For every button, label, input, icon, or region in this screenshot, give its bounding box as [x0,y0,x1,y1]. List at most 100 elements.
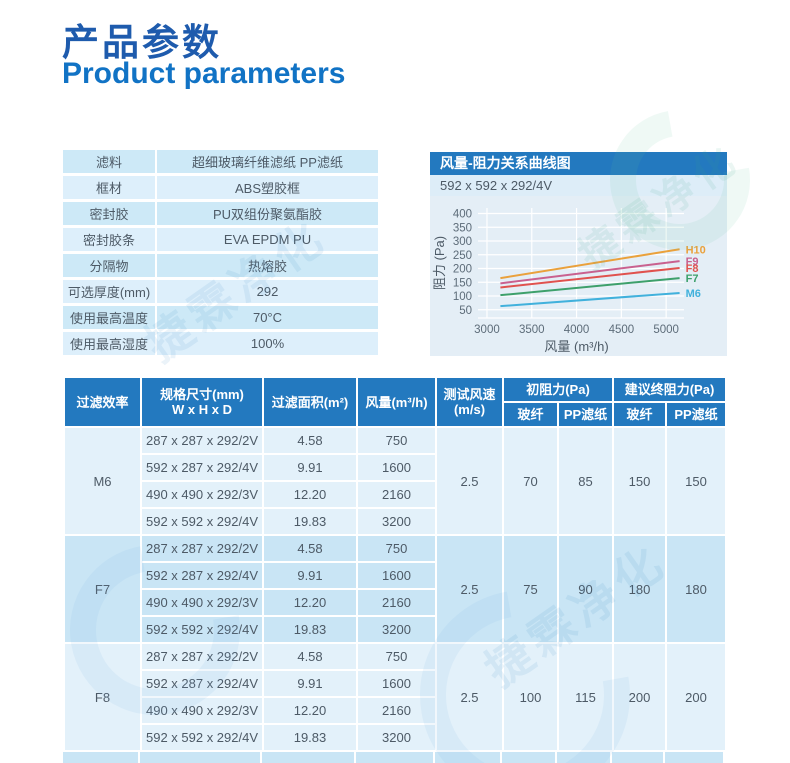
col-header-area: 过滤面积(m²) [264,378,356,426]
spec-value: 热熔胶 [157,254,378,277]
col-header-airflow: 风量(m³/h) [358,378,435,426]
spec-row: 使用最高湿度 100% [63,332,378,355]
series-line-F8 [500,266,680,289]
y-tick-label: 200 [453,264,472,276]
cell-area: 19.83 [264,617,356,642]
x-tick-label: 5000 [653,324,679,336]
cell-area: 12.20 [264,482,356,507]
series-line-F7 [500,277,680,297]
page-title-en: Product parameters [62,57,346,90]
cell-area: 4.58 [264,428,356,453]
partial-row-segment [612,752,663,763]
cell-final-glass: 150 [614,428,665,534]
partial-row-segment [502,752,555,763]
table-row: 490 x 490 x 292/3V 12.20 2160 [65,590,725,615]
y-tick-label: 100 [453,291,472,303]
series-line-F9 [500,260,680,285]
cell-final-pp: 200 [667,644,725,750]
cell-final-pp: 180 [667,536,725,642]
cell-size: 592 x 592 x 292/4V [142,509,262,534]
cell-size: 490 x 490 x 292/3V [142,698,262,723]
table-row: 490 x 490 x 292/3V 12.20 2160 [65,698,725,723]
col-header-test-speed: 测试风速 (m/s) [437,378,502,426]
cell-test-speed: 2.5 [437,428,502,534]
y-tick-label: 150 [453,277,472,289]
spec-value: ABS塑胶框 [157,176,378,199]
spec-value: 100% [157,332,378,355]
partial-row-segment [63,752,138,763]
cell-initial-glass: 70 [504,428,557,534]
spec-value: 超细玻璃纤维滤纸 PP滤纸 [157,150,378,173]
cell-airflow: 3200 [358,509,435,534]
table-row: 592 x 287 x 292/4V 9.91 1600 [65,455,725,480]
cell-size: 490 x 490 x 292/3V [142,590,262,615]
cell-airflow: 750 [358,536,435,561]
y-tick-label: 400 [453,209,472,221]
subcol-header-pp: PP滤纸 [667,403,725,426]
cell-area: 4.58 [264,644,356,669]
series-line-H10 [500,248,680,280]
spec-row: 使用最高温度 70°C [63,306,378,329]
table-row: F8 287 x 287 x 292/2V 4.58 750 2.5 100 115 200 2… [65,644,725,750]
cell-airflow: 2160 [358,482,435,507]
cell-area: 9.91 [264,671,356,696]
spec-row: 框材 ABS塑胶框 [63,176,378,199]
spec-value: EVA EPDM PU [157,228,378,251]
page-title-zh: 产品参数 [62,22,222,63]
table-row: 592 x 592 x 292/4V 19.83 3200 [65,617,725,642]
cell-area: 4.58 [264,536,356,561]
series-label-F9: F9 [686,256,699,268]
y-tick-label: 300 [453,236,472,248]
partial-row-segment [665,752,723,763]
table-row: 490 x 490 x 292/3V 12.20 2160 [65,482,725,507]
cell-airflow: 3200 [358,617,435,642]
y-tick-label: 250 [453,250,472,262]
table-row: F7 287 x 287 x 292/2V 4.58 750 2.5 75 90 180 180 [65,536,725,642]
spec-label: 分隔物 [63,254,155,277]
cell-size: 592 x 287 x 292/4V [142,455,262,480]
cell-area: 12.20 [264,698,356,723]
spec-value: 292 [157,280,378,303]
spec-label: 使用最高湿度 [63,332,155,355]
cell-airflow: 2160 [358,590,435,615]
cell-final-glass: 180 [614,536,665,642]
spec-table: 滤料 超细玻璃纤维滤纸 PP滤纸 框材 ABS塑胶框 密封胶 PU双组份聚氨酯胶 密封胶条 E… [63,150,378,358]
cell-final-pp: 150 [667,428,725,534]
spec-label: 密封胶 [63,202,155,225]
cell-area: 9.91 [264,563,356,588]
cell-final-glass: 200 [614,644,665,750]
y-axis-title: 阻力 (Pa) [432,236,447,290]
cell-efficiency: F8 [65,644,140,750]
cell-airflow: 1600 [358,671,435,696]
spec-row: 可选厚度(mm) 292 [63,280,378,303]
x-tick-label: 3000 [474,324,500,336]
chart-panel-title: 风量-阻力关系曲线图 [430,152,727,175]
cell-efficiency: F7 [65,536,140,642]
table-row: 592 x 592 x 292/4V 19.83 3200 [65,725,725,750]
cell-test-speed: 2.5 [437,644,502,750]
spec-row: 分隔物 热熔胶 [63,254,378,277]
cell-initial-glass: 100 [504,644,557,750]
cell-airflow: 1600 [358,563,435,588]
spec-label: 滤料 [63,150,155,173]
cell-size: 287 x 287 x 292/2V [142,536,262,561]
cell-efficiency: M6 [65,428,140,534]
cell-initial-pp: 115 [559,644,612,750]
cell-test-speed: 2.5 [437,536,502,642]
series-label-F8: F8 [686,263,699,275]
subcol-header-glass: 玻纤 [504,403,557,426]
partial-row-segment [262,752,354,763]
spec-value: 70°C [157,306,378,329]
cell-initial-pp: 90 [559,536,612,642]
y-tick-label: 50 [459,305,472,317]
cell-area: 19.83 [264,725,356,750]
filter-data-table: 过滤效率 规格尺寸(mm) W x H x D 过滤面积(m²) 风量(m³/h) 测试风… [63,376,727,752]
col-header-initial-resistance: 初阻力(Pa) [504,378,612,401]
table-row: 592 x 287 x 292/4V 9.91 1600 [65,563,725,588]
subcol-header-pp: PP滤纸 [559,403,612,426]
series-label-M6: M6 [686,288,701,300]
spec-row: 滤料 超细玻璃纤维滤纸 PP滤纸 [63,150,378,173]
subcol-header-glass: 玻纤 [614,403,665,426]
cell-area: 9.91 [264,455,356,480]
cell-size: 592 x 592 x 292/4V [142,617,262,642]
